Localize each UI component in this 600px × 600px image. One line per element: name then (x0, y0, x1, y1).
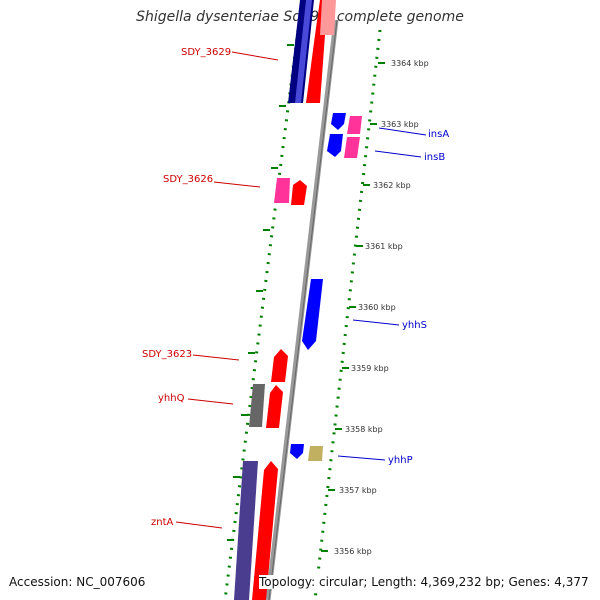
gene-SDY_3623[interactable] (271, 349, 288, 382)
gene-label-yhhS[interactable]: yhhS (402, 320, 427, 331)
kbp-tick-label: 3364 kbp (391, 59, 429, 68)
gene-label-yhhQ[interactable]: yhhQ (158, 393, 185, 404)
gene-zntA-red[interactable] (252, 461, 278, 600)
gene-label-insB[interactable]: insB (424, 152, 445, 163)
kbp-tick-label: 3361 kbp (365, 242, 403, 251)
outer-tick-track-right (313, 29, 382, 600)
kbp-tick-label: 3359 kbp (351, 364, 389, 373)
gene-label-zntA[interactable]: zntA (151, 517, 174, 528)
gene-label-yhhP[interactable]: yhhP (388, 455, 413, 466)
genome-backbone-shadow (268, 19, 338, 600)
kbp-tick-label: 3356 kbp (334, 547, 372, 556)
gene-insA-pink[interactable] (347, 116, 362, 134)
kbp-tick-label: 3363 kbp (381, 120, 419, 129)
gene-block-pink (320, 0, 336, 35)
right-gene-labels: insA insB yhhS yhhP (337, 127, 449, 466)
gene-label-SDY_3629[interactable]: SDY_3629 (181, 47, 231, 58)
gene-label-SDY_3626[interactable]: SDY_3626 (163, 174, 213, 185)
gene-label-insA[interactable]: insA (428, 129, 449, 140)
kbp-tick-label: 3358 kbp (345, 425, 383, 434)
kbp-tick-label: 3360 kbp (358, 303, 396, 312)
gene-yhhP-blue[interactable] (290, 444, 304, 459)
gene-yhhS[interactable] (302, 279, 323, 350)
gene-yhhP-trna[interactable] (308, 446, 323, 461)
gene-insB-pink[interactable] (344, 137, 360, 158)
gene-zntA-purple[interactable] (234, 461, 258, 600)
topology-label: Topology: circular; Length: 4,369,232 bp… (259, 575, 589, 589)
gene-SDY_3626-red[interactable] (291, 180, 307, 205)
left-gene-labels: SDY_3629 SDY_3626 SDY_3623 yhhQ zntA (142, 47, 279, 529)
gene-block-lightblue (295, 0, 312, 103)
genome-backbone (265, 19, 339, 600)
accession-label: Accession: NC_007606 (9, 575, 146, 589)
major-ticks (227, 44, 385, 552)
outer-tick-track-left (223, 29, 300, 600)
gene-SDY_3626-pink[interactable] (274, 178, 290, 203)
gene-yhhQ-gray[interactable] (249, 384, 265, 427)
gene-yhhQ-red[interactable] (266, 385, 283, 428)
gene-insA-blue[interactable] (331, 113, 346, 130)
kbp-tick-label: 3357 kbp (339, 486, 377, 495)
gene-insB-blue[interactable] (327, 134, 343, 157)
kbp-tick-label: 3362 kbp (373, 181, 411, 190)
gene-label-SDY_3623[interactable]: SDY_3623 (142, 349, 192, 360)
gene-block-red[interactable] (306, 0, 336, 103)
